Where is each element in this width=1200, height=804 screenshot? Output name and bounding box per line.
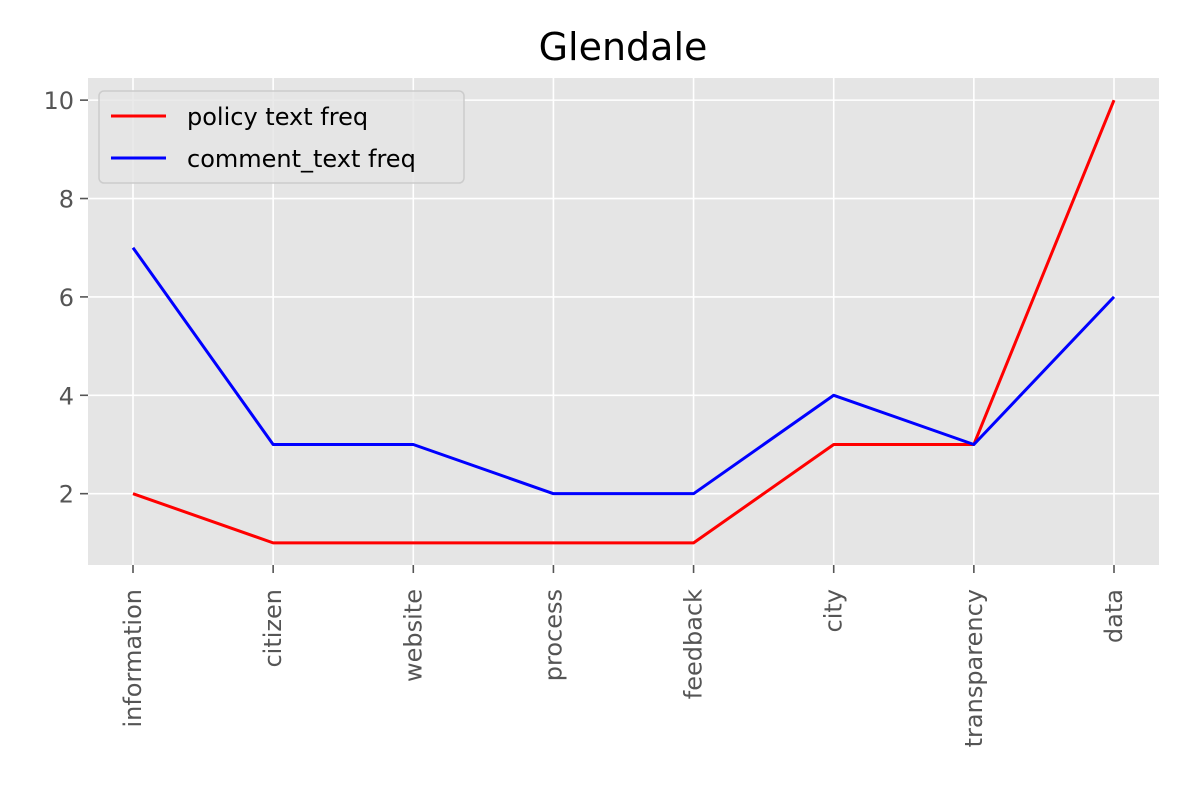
- x-axis: information citizen website process feedback…: [119, 565, 1128, 747]
- y-tick-label: 4: [59, 382, 74, 410]
- chart-title: Glendale: [539, 25, 708, 69]
- y-tick-label: 6: [59, 284, 74, 312]
- x-tick-label-data: data: [1100, 589, 1128, 643]
- x-tick-label-process: process: [539, 589, 567, 681]
- y-tick-label: 2: [59, 481, 74, 509]
- x-tick-label-city: city: [820, 589, 848, 632]
- y-tick-label: 10: [43, 87, 74, 115]
- x-tick-label-feedback: feedback: [680, 589, 708, 699]
- legend-label-policy-text-freq: policy text freq: [187, 103, 368, 131]
- x-tick-label-information: information: [119, 589, 147, 728]
- x-tick-label-citizen: citizen: [259, 589, 287, 668]
- legend-label-comment-text-freq: comment_text freq: [187, 145, 416, 173]
- y-tick-label: 8: [59, 186, 74, 214]
- x-tick-label-website: website: [399, 589, 427, 682]
- y-axis: 2 4 6 8 10: [43, 87, 88, 509]
- legend: policy text freq comment_text freq: [99, 91, 464, 183]
- x-tick-label-transparency: transparency: [960, 589, 988, 747]
